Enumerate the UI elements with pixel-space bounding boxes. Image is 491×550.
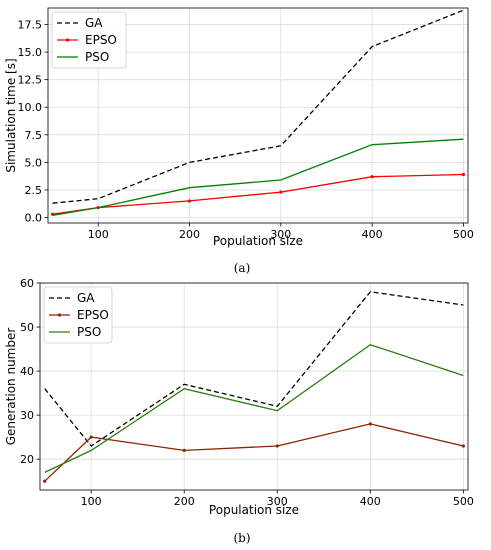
legend-label-epso: EPSO	[85, 33, 117, 47]
data-point-epso	[461, 444, 465, 448]
chart-panel-a: 100 200 300 400 500 0.0 2.5 5.0 7.5 10.0 12.5 15.0 1…	[4, 7, 474, 248]
x-tick-label: 400	[360, 495, 381, 508]
legend-label-pso: PSO	[85, 50, 109, 64]
series-line-ga	[52, 9, 464, 204]
panel-caption-a: (a)	[234, 261, 251, 275]
data-point-epso	[89, 435, 93, 439]
series-line-pso	[44, 343, 464, 473]
data-point-epso	[279, 190, 283, 194]
legend-label-pso: PSO	[77, 325, 101, 339]
plot-frame	[47, 7, 469, 224]
legend-marker-epso	[57, 313, 62, 317]
legend-label-ga: GA	[85, 16, 103, 30]
y-tick-label: 50	[20, 321, 34, 334]
x-tick-label: 500	[453, 228, 474, 241]
y-axis-label: Generation number	[4, 328, 18, 446]
data-point-epso	[182, 448, 186, 452]
legend-box	[43, 286, 113, 344]
x-tick-label: 200	[174, 495, 195, 508]
y-axis-label: Simulation time [s]	[4, 58, 18, 172]
y-tick-label: 7.5	[25, 129, 43, 142]
y-tick-label: 20	[20, 453, 34, 466]
legend: GA EPSO PSO	[43, 286, 113, 344]
legend: GA EPSO PSO	[51, 11, 127, 69]
y-tick-label: 2.5	[25, 184, 43, 197]
x-axis-label: Population size	[209, 503, 299, 517]
data-point-epso	[275, 444, 279, 448]
plot-frame	[39, 282, 469, 491]
y-tick-label: 40	[20, 365, 34, 378]
x-tick-label: 200	[179, 228, 200, 241]
legend-label-ga: GA	[77, 291, 95, 305]
data-point-epso	[187, 199, 192, 203]
legend-label-epso: EPSO	[77, 308, 109, 322]
data-point-epso	[368, 422, 372, 426]
data-point-epso	[370, 175, 374, 179]
series-line-ga	[44, 291, 464, 447]
x-tick-label: 300	[270, 228, 291, 241]
series-line-pso	[52, 138, 464, 216]
x-axis-label: Population size	[213, 234, 303, 248]
x-tick-label: 400	[362, 228, 383, 241]
y-tick-label: 5.0	[25, 156, 43, 169]
y-tick-label: 12.5	[18, 74, 43, 87]
y-tick-label: 0.0	[25, 211, 43, 224]
x-tick-label: 100	[81, 495, 102, 508]
y-tick-label: 15.0	[18, 46, 43, 59]
x-tick-label: 500	[453, 495, 474, 508]
data-point-epso	[43, 479, 47, 483]
x-tick-label: 300	[267, 495, 288, 508]
x-tick-label: 100	[88, 228, 109, 241]
y-tick-label: 17.5	[18, 19, 43, 32]
y-tick-label: 10.0	[18, 101, 43, 114]
data-point-epso	[461, 172, 466, 177]
series-line-epso	[44, 423, 464, 482]
legend-marker-epso	[65, 38, 70, 42]
legend-box	[51, 11, 127, 69]
chart-panel-b: 100 200 300 400 500 20 30 40 50 60 Population size…	[4, 277, 474, 517]
panel-caption-b: (b)	[233, 531, 250, 545]
y-tick-label: 30	[20, 409, 34, 422]
y-tick-label: 60	[20, 277, 34, 290]
